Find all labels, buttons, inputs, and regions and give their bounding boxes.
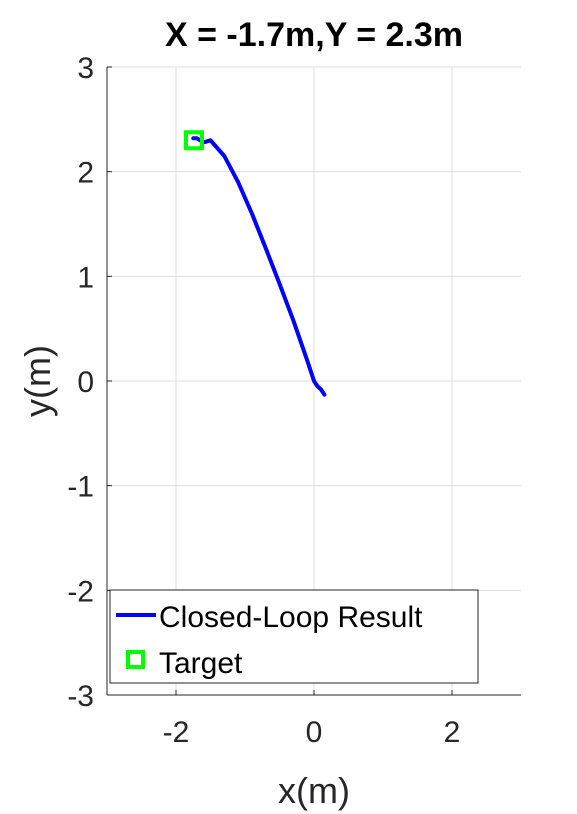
legend-marker-swatch (126, 650, 145, 669)
y-axis-label: y(m) (17, 345, 58, 417)
series-layer (183, 130, 327, 397)
x-axis-label: x(m) (278, 770, 350, 811)
target-marker (183, 130, 204, 151)
legend-box (109, 589, 479, 684)
tick-marks (107, 66, 453, 696)
y-tick-labels: -3 -2 -1 0 1 2 3 (67, 52, 94, 713)
legend: Closed-Loop Result Target (109, 589, 479, 684)
series-line-closed-loop (191, 136, 327, 397)
y-tick-label: 1 (77, 261, 94, 294)
y-tick-label: -1 (67, 471, 94, 504)
y-tick-label: -2 (67, 575, 94, 608)
legend-label-closed-loop: Closed-Loop Result (159, 601, 423, 634)
y-tick-label: 2 (77, 157, 94, 190)
legend-label-target: Target (159, 647, 243, 680)
x-tick-label: 2 (444, 716, 461, 749)
x-tick-label: 0 (306, 716, 323, 749)
chart-title: X = -1.7m,Y = 2.3m (165, 16, 463, 54)
x-tick-labels: -2 0 2 (163, 716, 461, 749)
y-tick-label: 3 (77, 52, 94, 85)
x-tick-label: -2 (163, 716, 190, 749)
y-tick-label: -3 (67, 680, 94, 713)
y-tick-label: 0 (77, 366, 94, 399)
